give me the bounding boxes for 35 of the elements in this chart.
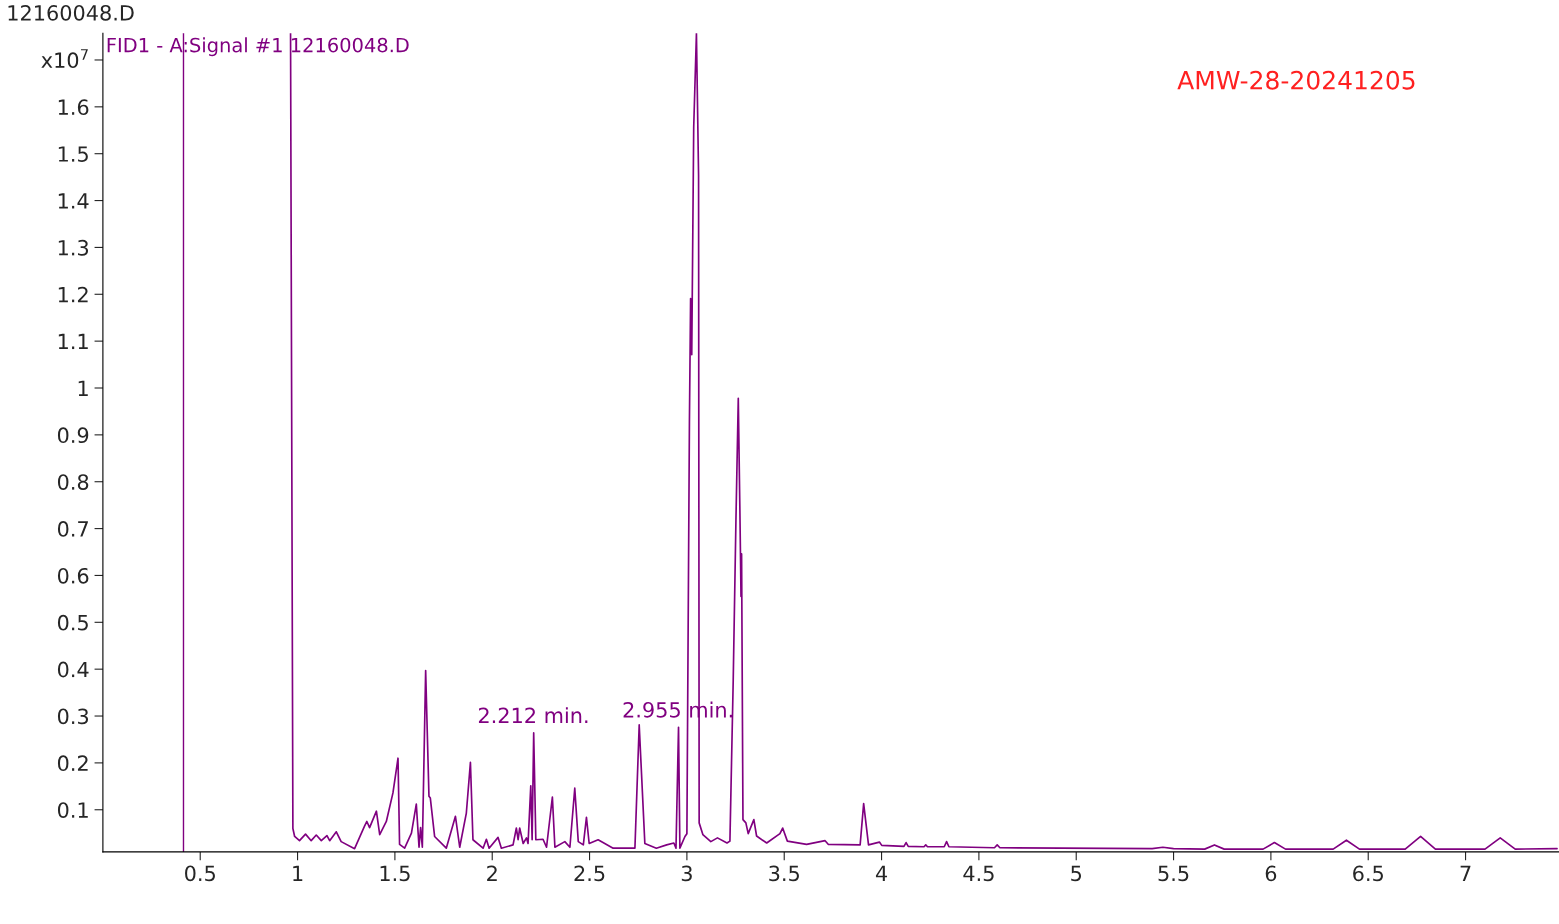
y-tick-label: 1.4 — [58, 193, 89, 209]
x-tick-label: 3.5 — [769, 865, 799, 882]
x-tick-label: 7 — [1460, 865, 1471, 881]
y-tick-label: 0.1 — [57, 802, 88, 818]
line-series — [289, 33, 1558, 850]
y-tick-label: 0.6 — [57, 567, 89, 584]
y-tick-label: 0.8 — [57, 474, 89, 490]
x-tick-label: 3 — [681, 865, 692, 882]
y-tick-label: 0.7 — [57, 521, 88, 537]
x-tick-label: 6.5 — [1353, 865, 1383, 882]
y-tick-label: 1.6 — [58, 99, 89, 116]
annotation: AMW-28-20241205 — [1177, 70, 1415, 90]
y-tick-label: 1.1 — [58, 333, 88, 350]
x-tick-label: 1.5 — [380, 865, 410, 882]
x-tick-label: 0.5 — [185, 865, 215, 882]
x-tick-label: 1 — [293, 865, 303, 881]
x-tick-label: 5.5 — [1158, 865, 1189, 882]
y-tick-label: 0.3 — [57, 708, 89, 725]
annotation: 2.212 min. — [478, 707, 588, 724]
y-tick-label: 0.4 — [57, 661, 89, 678]
x-tick-label: 2.5 — [574, 865, 605, 882]
y-tick-label: 1.2 — [58, 286, 88, 303]
x-tick-label: 4.5 — [963, 865, 994, 882]
chart-title: 12160048.D — [8, 4, 134, 21]
x-tick-label: 2 — [487, 865, 497, 881]
y-tick-label: 0.9 — [57, 427, 89, 444]
y-tick-label: x10$^{7}$ — [41, 49, 88, 69]
y-tick-label: 0.5 — [57, 614, 88, 631]
x-tick-label: 5 — [1071, 865, 1082, 882]
y-tick-label: 1.5 — [58, 146, 88, 162]
y-tick-label: 1.3 — [58, 239, 89, 256]
y-tick-label: 1 — [78, 380, 88, 396]
y-tick-label: 0.2 — [57, 755, 88, 772]
x-tick-label: 6 — [1265, 865, 1277, 882]
x-tick-label: 4 — [875, 865, 888, 881]
